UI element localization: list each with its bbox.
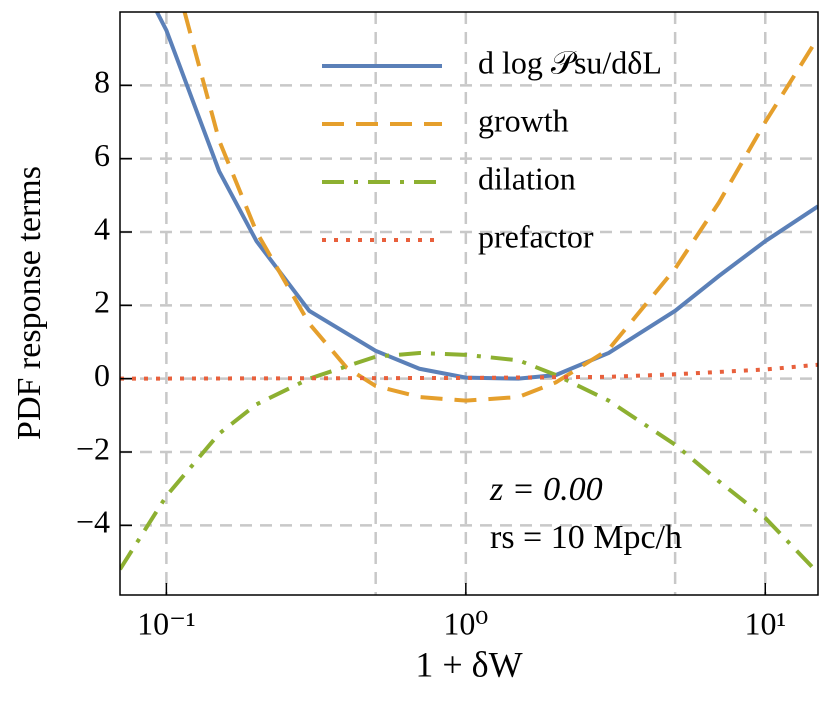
line-series bbox=[155, 12, 818, 381]
line-series bbox=[120, 362, 818, 381]
legend-label: dilation bbox=[478, 160, 576, 196]
x-tick-label: 10¹ bbox=[744, 605, 786, 641]
plot-frame bbox=[119, 11, 819, 596]
y-tick-label: 8 bbox=[94, 64, 110, 100]
annotation: rs = 10 Mpc/h bbox=[490, 519, 682, 556]
line-series bbox=[120, 350, 818, 575]
y-axis-label: PDF response terms bbox=[11, 166, 48, 440]
x-tick-label: 10⁻¹ bbox=[137, 605, 195, 641]
y-tick-label: 0 bbox=[94, 357, 110, 393]
annotation: z = 0.00 bbox=[489, 471, 603, 508]
y-tick-label: −4 bbox=[76, 504, 110, 540]
y-tick-label: 4 bbox=[94, 210, 110, 246]
line-series bbox=[182, 12, 818, 403]
y-tick-label: −2 bbox=[76, 430, 110, 466]
grid bbox=[120, 12, 818, 595]
legend-label: prefactor bbox=[478, 218, 594, 254]
legend-label: d log 𝒫su/dδL bbox=[478, 44, 662, 80]
y-tick-label: 6 bbox=[94, 137, 110, 173]
legend-label: growth bbox=[478, 102, 569, 138]
x-axis-label: 1 + δW bbox=[415, 644, 522, 684]
x-tick-label: 10⁰ bbox=[443, 605, 488, 641]
y-tick-label: 2 bbox=[94, 284, 110, 320]
plot-lines bbox=[120, 12, 818, 575]
